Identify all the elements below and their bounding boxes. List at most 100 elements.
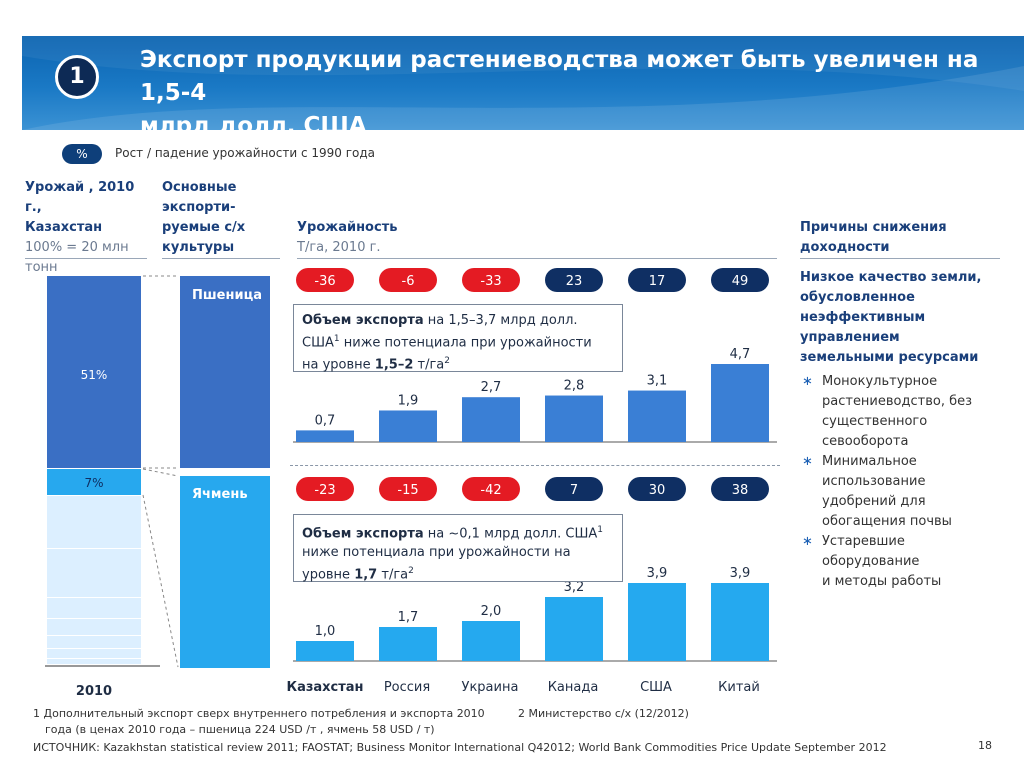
crop-panel-barley — [180, 476, 270, 668]
wheat-value-label-2: 2,7 — [481, 380, 502, 395]
stack-label-barley: 7% — [84, 476, 104, 490]
reason-item-3: ∗ Устаревшие оборудование и методы работ… — [800, 532, 1010, 592]
barley-bar-5 — [711, 583, 769, 661]
callout-barley-bold-2: 1,7 — [354, 567, 378, 583]
wheat-bar-0 — [296, 430, 354, 442]
crop-label-wheat: Пшеница — [192, 288, 263, 303]
reasons-column-header: Причины снижения доходности — [800, 218, 1000, 258]
country-label-kazakhstan: Казахстан — [286, 680, 364, 695]
reason-item-1: ∗ Монокультурное растениеводство, без су… — [800, 372, 1010, 452]
wheat-change-label-3: 23 — [566, 274, 583, 289]
yield-column-header: Урожайность Т/га, 2010 г. — [297, 218, 597, 258]
stack-segment-other-4 — [47, 619, 141, 635]
harvest-header-line-4: тонн — [25, 260, 58, 275]
callout-barley-sup-2: 2 — [408, 566, 414, 577]
header-banner — [22, 36, 1024, 130]
callout-wheat-text-5: т/га — [413, 357, 445, 373]
barley-value-label-0: 1,0 — [315, 624, 336, 639]
barley-value-label-2: 2,0 — [481, 604, 502, 619]
callout-barley-bold: Объем экспорта — [302, 526, 424, 542]
stack-segment-barley — [47, 469, 141, 495]
barley-change-pill-5 — [711, 477, 769, 501]
callout-wheat-bold-2: 1,5–2 — [374, 357, 414, 373]
barley-change-label-1: -15 — [397, 483, 418, 498]
harvest-column-header: Урожай , 2010 г., Казахстан 100% = 20 мл… — [25, 178, 150, 278]
wheat-bar-1 — [379, 410, 437, 442]
percent-legend-chip: % — [62, 144, 102, 164]
callout-barley-text-3: уровне — [302, 567, 355, 583]
wheat-change-label-1: -6 — [402, 274, 415, 289]
wheat-bar-2 — [462, 397, 520, 442]
callout-barley-line-1: Объем экспорта на ~0,1 млрд долл. США1 — [302, 521, 614, 543]
wheat-change-label-4: 17 — [649, 274, 666, 289]
wheat-change-label-0: -36 — [314, 274, 335, 289]
footnote-1-continued: года (в ценах 2010 года – пшеница 224 US… — [45, 723, 435, 736]
barley-change-label-2: -42 — [480, 483, 501, 498]
yield-header-line-2: Т/га, 2010 г. — [297, 240, 381, 255]
reason-1-line-2: растениеводство, без — [822, 394, 973, 409]
barley-bar-2 — [462, 621, 520, 661]
callout-wheat-sup-2: 2 — [444, 356, 450, 367]
callout-barley: Объем экспорта на ~0,1 млрд долл. США1 н… — [293, 514, 623, 584]
barley-value-label-3: 3,2 — [564, 580, 585, 595]
reason-2-line-3: удобрений для — [822, 494, 926, 509]
wheat-bar-3 — [545, 395, 603, 442]
crops-header-line-4: культуры — [162, 240, 235, 255]
barley-bar-1 — [379, 627, 437, 661]
callout-wheat-text-4: на уровне — [302, 357, 375, 373]
reasons-list: ∗ Монокультурное растениеводство, без су… — [800, 372, 1010, 592]
stack-segment-other-6 — [47, 649, 141, 658]
reason-3-line-1: Устаревшие — [822, 534, 905, 549]
country-label-ukraine: Украина — [461, 680, 519, 695]
reasons-lead: Низкое качество земли, обусловленное неэ… — [800, 268, 1010, 368]
callout-barley-text-2: ниже потенциала при урожайности на — [302, 545, 571, 561]
legend-text: Рост / падение урожайности с 1990 года — [115, 146, 376, 160]
reason-1-line-4: севооборота — [822, 434, 909, 449]
callout-wheat-bold: Объем экспорта — [302, 313, 424, 328]
stack-label-wheat: 51% — [80, 368, 108, 382]
harvest-header-line-3: 100% = 20 млн — [25, 240, 129, 255]
crops-column-header: Основные экспорти- руемые с/х культуры — [162, 178, 277, 258]
stack-segment-other-2 — [47, 549, 141, 597]
reason-bullet-3: ∗ — [802, 534, 813, 549]
callout-wheat-sup-1: 1 — [333, 334, 340, 344]
barley-change-label-5: 38 — [732, 483, 749, 498]
wheat-change-label-5: 49 — [732, 274, 749, 289]
wheat-bar-5 — [711, 364, 769, 442]
wheat-value-label-0: 0,7 — [315, 413, 336, 428]
country-label-canada: Канада — [547, 680, 599, 695]
yield-bar-charts: 0,7-361,9-62,7-332,8233,1174,7491,0-231,… — [293, 268, 777, 662]
reasons-lead-line-5: земельными ресурсами — [800, 350, 979, 365]
reason-2-line-1: Минимальное — [822, 454, 917, 469]
barley-change-label-0: -23 — [314, 483, 335, 498]
harvest-header-line-1: Урожай , 2010 г., — [25, 180, 135, 215]
crops-header-rule — [162, 258, 280, 259]
crops-header-line-3: руемые с/х — [162, 220, 246, 235]
footnote-2: 2 Министерство с/х (12/2012) — [518, 707, 689, 720]
stack-segment-other-1 — [47, 496, 141, 548]
stack-segment-wheat — [47, 276, 141, 468]
connector-barley-top — [142, 468, 179, 477]
callout-wheat-line-2: США1 ниже потенциала при урожайности — [302, 330, 614, 352]
wheat-change-label-2: -33 — [480, 274, 501, 289]
reasons-lead-line-2: обусловленное — [800, 290, 915, 305]
barley-value-label-1: 1,7 — [398, 610, 419, 625]
harvest-stack-chart — [45, 275, 270, 668]
barley-change-pill-4 — [628, 477, 686, 501]
callout-barley-line-3: уровне 1,7 т/га2 — [302, 562, 614, 584]
crop-label-barley: Ячмень — [192, 487, 248, 502]
stack-segment-other-3 — [47, 598, 141, 618]
barley-change-pill-1 — [379, 477, 437, 501]
wheat-value-label-4: 3,1 — [647, 374, 668, 389]
callout-wheat-text-2: США — [302, 335, 334, 351]
country-label-russia: Россия — [383, 680, 431, 695]
reason-1-line-1: Монокультурное — [822, 374, 938, 389]
barley-value-label-5: 3,9 — [730, 566, 751, 581]
reason-bullet-2: ∗ — [802, 454, 813, 469]
title-line-2: млрд долл. США — [140, 113, 367, 139]
reason-item-2: ∗ Минимальное использование удобрений дл… — [800, 452, 1010, 532]
callout-wheat-text-3: ниже потенциала при урожайности — [339, 335, 592, 351]
reasons-header-line-1: Причины снижения — [800, 220, 947, 235]
callout-wheat-text-1: на 1,5–3,7 млрд долл. — [423, 313, 578, 328]
barley-change-label-4: 30 — [649, 483, 666, 498]
